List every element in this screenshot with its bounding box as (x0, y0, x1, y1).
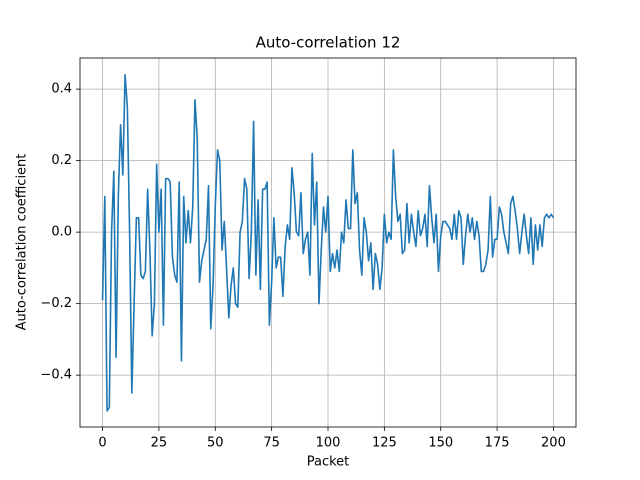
chart-title: Auto-correlation 12 (256, 34, 401, 52)
y-axis-label: Auto-correlation coefficient (15, 154, 30, 331)
plot-frame (79, 57, 577, 428)
x-tick-label: 175 (485, 436, 510, 451)
x-tick-label: 125 (372, 436, 397, 451)
x-tick-label: 75 (263, 436, 280, 451)
x-tick-label: 0 (98, 436, 106, 451)
y-tick-label: −0.4 (40, 368, 72, 383)
x-tick-label: 50 (207, 436, 224, 451)
y-tick-label: 0.0 (51, 225, 72, 240)
x-tick-label: 150 (428, 436, 453, 451)
x-tick-label: 25 (151, 436, 168, 451)
x-axis-label: Packet (307, 455, 350, 470)
y-tick-label: 0.4 (51, 82, 72, 97)
y-tick-label: 0.2 (51, 153, 72, 168)
x-tick-label: 200 (541, 436, 566, 451)
data-line (101, 74, 555, 412)
y-tick-label: −0.2 (40, 296, 72, 311)
x-tick-label: 100 (316, 436, 341, 451)
